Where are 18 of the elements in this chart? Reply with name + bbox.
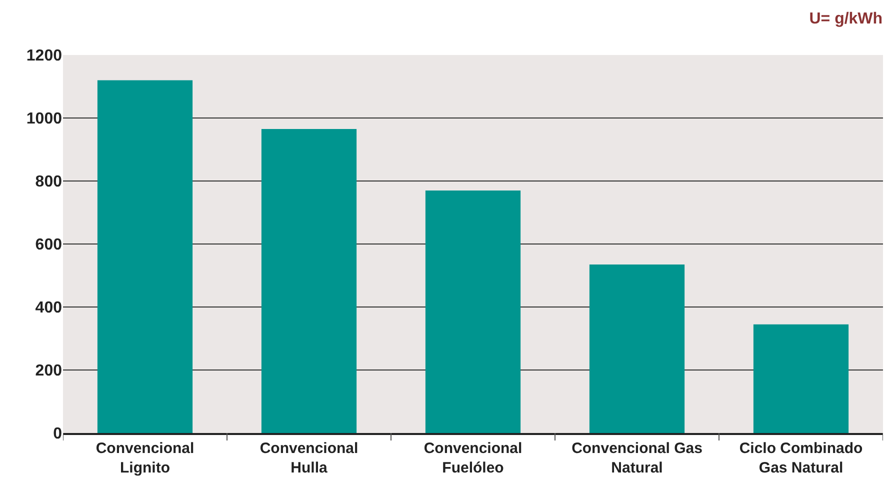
bar [425, 190, 521, 433]
y-tick-label: 1200 [26, 48, 62, 65]
y-tick-label: 1000 [26, 110, 62, 128]
x-tick-label: Convencional Lignito [96, 440, 194, 476]
bar [589, 264, 685, 433]
x-tick-label: Convencional Fuelóleo [424, 440, 522, 476]
x-tick-label: Convencional Gas Natural [572, 440, 702, 476]
x-tick-label: Convencional Hulla [260, 440, 358, 476]
bar [261, 129, 357, 433]
bar [97, 80, 193, 433]
bar [753, 324, 849, 433]
y-tick-label: 400 [35, 300, 62, 317]
x-tick-label: Ciclo Combinado Gas Natural [739, 440, 863, 476]
y-tick-label: 0 [53, 426, 62, 443]
y-tick-label: 200 [35, 362, 62, 380]
y-tick-label: 600 [35, 236, 62, 254]
y-tick-label: 800 [35, 174, 62, 191]
chart-title: U= g/kWh [809, 10, 883, 28]
